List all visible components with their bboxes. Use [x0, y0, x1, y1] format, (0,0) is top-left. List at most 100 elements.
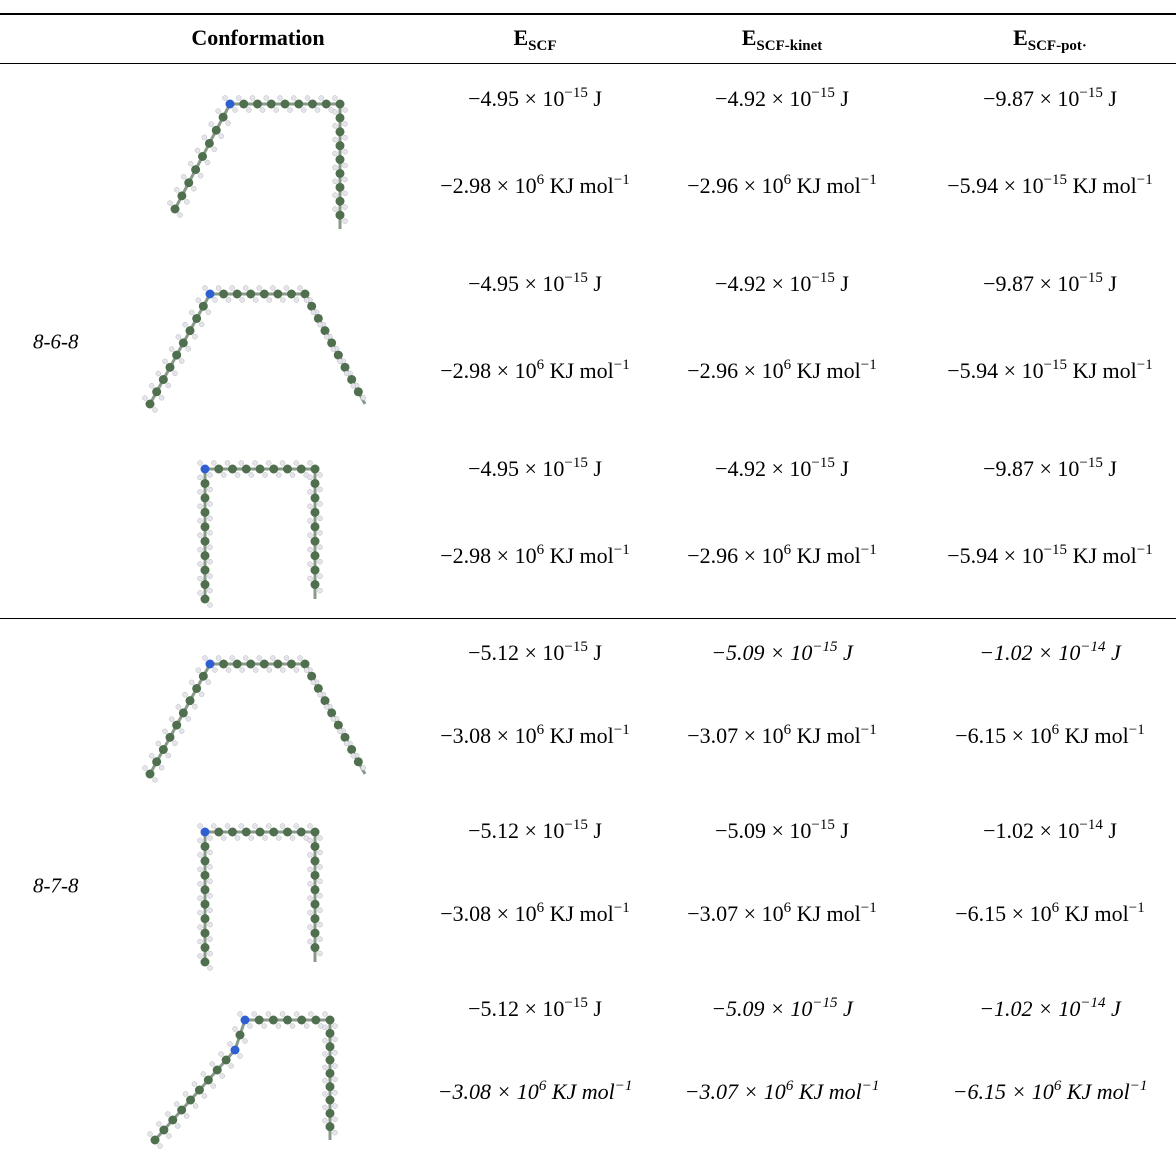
unit-exponent: −1	[1137, 542, 1153, 558]
energy-cell: −5.09 × 10−15 J	[711, 640, 853, 666]
energy-cell: −9.87 × 10−15 J	[983, 271, 1117, 297]
unit-exponent: −1	[614, 542, 630, 558]
molecule-image	[135, 69, 385, 244]
energy-exponent: −15	[564, 455, 587, 471]
energy-cell: −2.96 × 106 KJ mol−1	[687, 543, 876, 569]
energy-exponent: −15	[811, 455, 834, 471]
energy-unit: J	[1111, 640, 1121, 665]
energy-base: −1.02 × 10	[979, 640, 1080, 665]
energy-exponent: 6	[784, 722, 792, 738]
energy-exponent: −15	[811, 270, 834, 286]
energy-base: −5.12 × 10	[468, 818, 564, 843]
energy-unit: J	[840, 271, 849, 296]
energy-cell: −4.95 × 10−15 J	[468, 271, 602, 297]
energy-exponent: 6	[784, 542, 792, 558]
energy-exponent: −15	[1044, 542, 1067, 558]
energy-exponent: 6	[539, 1078, 547, 1094]
energy-exponent: 6	[1054, 1078, 1062, 1094]
energy-base: −9.87 × 10	[983, 86, 1079, 111]
energy-base: −6.15 × 10	[955, 901, 1051, 926]
energy-unit: KJ mol	[1073, 543, 1137, 568]
unit-exponent: −1	[861, 357, 877, 373]
energy-base: −5.12 × 10	[468, 640, 564, 665]
energy-unit: J	[840, 86, 849, 111]
energy-exponent: −15	[1079, 85, 1102, 101]
unit-exponent: −1	[861, 722, 877, 738]
energy-base: −2.98 × 10	[440, 173, 536, 198]
energy-base: −5.09 × 10	[711, 996, 812, 1021]
energy-unit: KJ mol	[797, 173, 861, 198]
header-text: E	[742, 25, 757, 50]
energy-base: −6.15 × 10	[955, 723, 1051, 748]
energy-base: −2.98 × 10	[440, 543, 536, 568]
unit-exponent: −1	[861, 900, 877, 916]
energy-base: −1.02 × 10	[979, 996, 1080, 1021]
energy-exponent: 6	[537, 722, 545, 738]
energy-exponent: −15	[564, 85, 587, 101]
energy-base: −4.95 × 10	[468, 456, 564, 481]
energy-exponent: 6	[537, 900, 545, 916]
energy-cell: −5.09 × 10−15 J	[711, 996, 853, 1022]
energy-unit: J	[593, 456, 602, 481]
energy-base: −4.95 × 10	[468, 271, 564, 296]
energy-exponent: 6	[537, 357, 545, 373]
energy-cell: −6.15 × 106 KJ mol−1	[953, 1079, 1148, 1105]
energy-cell: −5.94 × 10−15 KJ mol−1	[947, 173, 1152, 199]
energy-base: −5.09 × 10	[715, 818, 811, 843]
energy-exponent: 6	[537, 172, 545, 188]
energy-unit: J	[593, 271, 602, 296]
energy-unit: J	[1108, 818, 1117, 843]
energy-exponent: −14	[1080, 639, 1105, 655]
table-rule	[0, 63, 1176, 64]
energy-exponent: 6	[537, 542, 545, 558]
energy-cell: −2.98 × 106 KJ mol−1	[440, 543, 629, 569]
energy-unit: J	[1108, 456, 1117, 481]
header-subscript: SCF-pot·	[1028, 38, 1087, 54]
energy-base: −3.07 × 10	[687, 901, 783, 926]
energy-unit: KJ mol	[799, 1079, 862, 1104]
energy-cell: −2.98 × 106 KJ mol−1	[440, 358, 629, 384]
energy-cell: −9.87 × 10−15 J	[983, 456, 1117, 482]
energy-exponent: 6	[784, 172, 792, 188]
energy-cell: −3.08 × 106 KJ mol−1	[440, 901, 629, 927]
unit-exponent: −1	[614, 172, 630, 188]
energy-exponent: −15	[811, 85, 834, 101]
energy-base: −3.08 × 10	[440, 901, 536, 926]
energy-exponent: −15	[564, 270, 587, 286]
energy-unit: J	[843, 640, 853, 665]
energy-unit: J	[593, 640, 602, 665]
energy-unit: KJ mol	[797, 901, 861, 926]
energy-unit: KJ mol	[550, 901, 614, 926]
energy-base: −9.87 × 10	[983, 456, 1079, 481]
header-subscript: SCF	[528, 38, 556, 54]
molecule-image	[135, 254, 385, 429]
energy-base: −4.92 × 10	[715, 86, 811, 111]
energy-unit: KJ mol	[797, 723, 861, 748]
header-text: E	[513, 25, 528, 50]
energy-base: −2.96 × 10	[687, 173, 783, 198]
energy-unit: KJ mol	[552, 1079, 615, 1104]
header-cell: Conformation	[191, 25, 324, 51]
energy-unit: J	[593, 818, 602, 843]
energy-exponent: −15	[811, 817, 834, 833]
unit-exponent: −1	[614, 357, 630, 373]
energy-cell: −5.12 × 10−15 J	[468, 996, 602, 1022]
molecule-image	[135, 439, 385, 614]
energy-base: −3.07 × 10	[685, 1079, 786, 1104]
energy-unit: KJ mol	[1073, 358, 1137, 383]
energy-exponent: −15	[812, 995, 837, 1011]
group-label: 8-7-8	[33, 874, 79, 899]
unit-exponent: −1	[861, 172, 877, 188]
header-cell: ESCF-pot·	[1013, 25, 1087, 51]
energy-base: −3.08 × 10	[440, 723, 536, 748]
energy-exponent: −15	[1079, 455, 1102, 471]
energy-unit: KJ mol	[550, 543, 614, 568]
table-page: ConformationESCFESCF-kinetESCF-pot·8-6-8…	[0, 0, 1176, 1157]
energy-unit: J	[843, 996, 853, 1021]
energy-base: −4.92 × 10	[715, 271, 811, 296]
energy-exponent: −15	[1044, 172, 1067, 188]
energy-cell: −3.07 × 106 KJ mol−1	[685, 1079, 880, 1105]
energy-exponent: −15	[1044, 357, 1067, 373]
energy-cell: −1.02 × 10−14 J	[983, 818, 1117, 844]
energy-base: −5.94 × 10	[947, 358, 1043, 383]
